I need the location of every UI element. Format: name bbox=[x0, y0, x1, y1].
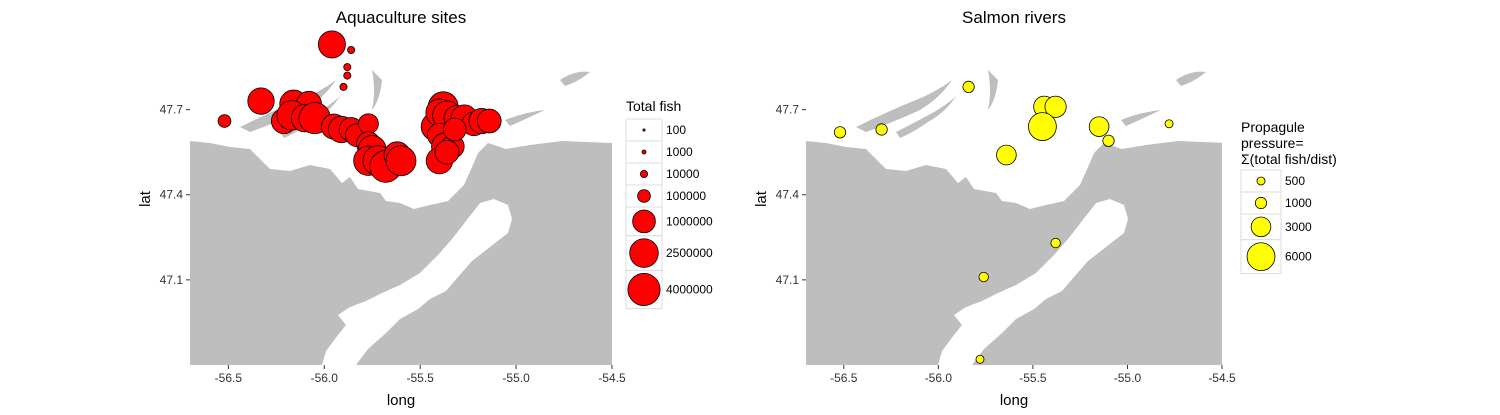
x-tick-label: -56.5 bbox=[215, 371, 243, 385]
salmon-river-point bbox=[1028, 112, 1057, 141]
aquaculture-site-point bbox=[247, 87, 275, 115]
legend-label: 500 bbox=[1285, 174, 1305, 188]
legend-label: 1000000 bbox=[666, 214, 713, 228]
y-axis-title: lat bbox=[137, 190, 154, 207]
salmon-river-point bbox=[1088, 116, 1110, 137]
legend-label: 3000 bbox=[1285, 220, 1312, 234]
aquaculture-site-point bbox=[217, 114, 232, 128]
x-axis-title: long bbox=[387, 392, 415, 409]
legend-key-symbol bbox=[640, 169, 649, 178]
legend-title: Total fish bbox=[626, 98, 681, 114]
x-tick-label: -54.5 bbox=[598, 371, 626, 385]
y-tick-label: 47.1 bbox=[776, 273, 800, 287]
aquaculture-site-point bbox=[339, 82, 348, 91]
legend-label: 4000000 bbox=[666, 282, 713, 296]
salmon-river-point bbox=[1164, 119, 1174, 129]
aquaculture-panel: Aquaculture sites -56.5 -56.0 -55.5 -55.0 -5… bbox=[137, 8, 713, 409]
salmon-rivers-panel: Salmon rivers -56.5 -56.0 -55.5 -55.0 -54.5 4… bbox=[753, 8, 1337, 409]
aquaculture-site-point bbox=[343, 63, 352, 72]
salmon-river-point bbox=[962, 80, 975, 93]
aquaculture-site-point bbox=[357, 113, 379, 135]
x-tick-label: -55.5 bbox=[407, 371, 435, 385]
y-tick-label: 47.7 bbox=[776, 103, 800, 117]
y-tick-label: 47.4 bbox=[160, 188, 184, 202]
legend-key-symbol bbox=[627, 272, 661, 306]
salmon-river-point bbox=[975, 354, 985, 364]
legend-key-symbol bbox=[1250, 216, 1272, 238]
aquaculture-site-point bbox=[385, 145, 417, 177]
aquaculture-site-point bbox=[434, 139, 460, 165]
legend-key-symbol bbox=[629, 238, 659, 268]
aquaculture-marks bbox=[217, 30, 502, 183]
y-tick-label: 47.7 bbox=[160, 103, 184, 117]
salmon-river-point bbox=[996, 144, 1017, 166]
legend-title-line: Σ(total fish/dist) bbox=[1241, 151, 1337, 167]
x-tick-label: -56.0 bbox=[925, 371, 953, 385]
legend-key-symbol bbox=[637, 189, 651, 203]
aquaculture-site-point bbox=[347, 46, 356, 55]
aquaculture-site-point bbox=[442, 117, 467, 142]
land-map bbox=[806, 33, 1222, 365]
salmon-river-point bbox=[833, 126, 847, 139]
legend-label: 1000 bbox=[666, 145, 693, 159]
legend-key-symbol bbox=[1246, 242, 1276, 272]
aquaculture-site-point bbox=[317, 30, 346, 59]
x-tick-label: -54.5 bbox=[1208, 371, 1236, 385]
legend-key-symbol bbox=[641, 149, 647, 155]
axes: -56.5 -56.0 -55.5 -55.0 -54.5 47.1 47.4 47.7 bbox=[160, 103, 626, 385]
salmon-river-point bbox=[1050, 237, 1061, 249]
axes: -56.5 -56.0 -55.5 -55.0 -54.5 47.1 47.4 47.7 bbox=[776, 103, 1236, 385]
salmon-river-marks bbox=[833, 80, 1174, 364]
legend-title-line: Propagule bbox=[1241, 119, 1305, 135]
legend: Propagule pressure= Σ(total fish/dist) 5… bbox=[1240, 119, 1337, 275]
legend-title-line: pressure= bbox=[1241, 135, 1304, 151]
legend: Total fish 100 1000 10000 100000 1000000 2500… bbox=[625, 98, 713, 310]
legend-key-symbol bbox=[632, 209, 656, 234]
y-axis-title: lat bbox=[753, 190, 770, 207]
salmon-river-point bbox=[875, 123, 888, 136]
legend-label: 2500000 bbox=[666, 246, 713, 260]
x-tick-label: -55.0 bbox=[502, 371, 530, 385]
legend-label: 6000 bbox=[1285, 250, 1312, 264]
salmon-river-point bbox=[978, 271, 989, 283]
aquaculture-site-point bbox=[343, 71, 352, 80]
salmon-river-point bbox=[1044, 95, 1067, 118]
y-tick-label: 47.1 bbox=[160, 273, 184, 287]
x-tick-label: -55.5 bbox=[1019, 371, 1047, 385]
x-axis-title: long bbox=[1000, 392, 1028, 409]
legend-label: 10000 bbox=[666, 167, 700, 181]
legend-key-symbol bbox=[1256, 176, 1266, 186]
panel-title: Salmon rivers bbox=[962, 8, 1066, 27]
legend-label: 100 bbox=[666, 123, 686, 137]
x-tick-label: -56.5 bbox=[830, 371, 858, 385]
y-tick-label: 47.4 bbox=[776, 188, 800, 202]
salmon-river-point bbox=[1102, 134, 1115, 147]
legend-label: 100000 bbox=[666, 189, 706, 203]
legend-key-symbol bbox=[1254, 196, 1268, 210]
legend-key-symbol bbox=[642, 128, 646, 132]
x-tick-label: -55.0 bbox=[1114, 371, 1142, 385]
x-tick-label: -56.0 bbox=[311, 371, 339, 385]
aquaculture-site-point bbox=[476, 108, 502, 134]
panel-title: Aquaculture sites bbox=[336, 8, 466, 27]
legend-label: 1000 bbox=[1285, 196, 1312, 210]
